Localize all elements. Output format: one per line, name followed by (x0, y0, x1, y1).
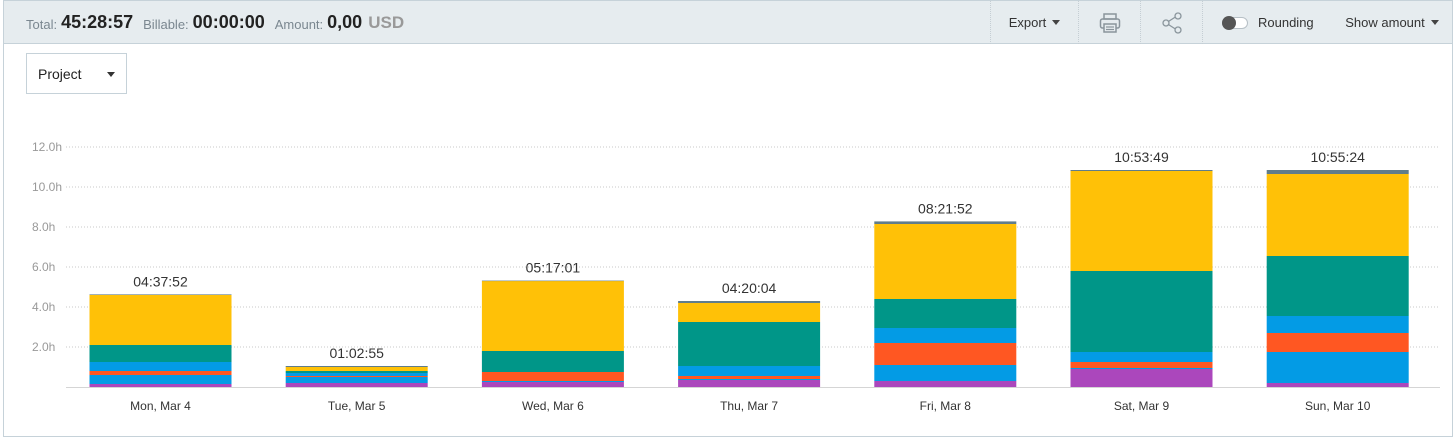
bar-segment (481, 280, 624, 282)
bar-total-label: 01:02:55 (329, 345, 384, 361)
bar-segment (678, 301, 821, 303)
bar-segment (874, 328, 1017, 343)
bar-segment (1266, 170, 1409, 174)
x-tick-label: Thu, Mar 7 (720, 399, 778, 413)
toolbar-divider (1140, 1, 1141, 44)
bar-segment (285, 371, 428, 373)
chevron-down-icon (107, 72, 115, 77)
share-icon (1161, 11, 1182, 34)
bar-segment (1070, 352, 1213, 362)
report-panel: Total: 45:28:57 Billable: 00:00:00 Amoun… (3, 0, 1453, 437)
billable-value: 00:00:00 (192, 12, 265, 32)
rounding-toggle[interactable]: Rounding (1222, 1, 1332, 44)
toggle-switch-icon (1222, 15, 1248, 30)
bar-segment (285, 366, 428, 367)
bar-segment (1070, 369, 1213, 387)
y-tick-label: 8.0h (32, 220, 55, 234)
bar-total-label: 08:21:52 (918, 200, 973, 216)
bar-segment (1070, 362, 1213, 368)
bar-total-label: 10:53:49 (1114, 149, 1169, 165)
chevron-down-icon (1052, 20, 1061, 25)
bar-segment (874, 224, 1017, 299)
x-tick-label: Tue, Mar 5 (328, 399, 386, 413)
bar-segment (1070, 170, 1213, 171)
toolbar-divider (1202, 1, 1203, 44)
bar-segment (285, 376, 428, 377)
y-tick-label: 2.0h (32, 340, 55, 354)
bar-segment (89, 345, 232, 362)
chevron-down-icon (1430, 20, 1439, 25)
summary-toolbar: Total: 45:28:57 Billable: 00:00:00 Amoun… (4, 1, 1452, 44)
show-amount-label: Show amount (1345, 15, 1425, 30)
total-label: Total: (26, 17, 58, 32)
bar-segment (1070, 171, 1213, 271)
amount-value: 0,00 (327, 12, 363, 32)
bar-segment (481, 381, 624, 382)
bar-segment (678, 303, 821, 322)
bar-segment (1266, 256, 1409, 316)
bar-segment (481, 372, 624, 381)
bar-total-label: 10:55:24 (1310, 149, 1365, 165)
printer-icon (1099, 12, 1120, 33)
bar-segment (89, 294, 232, 295)
group-by-value: Project (38, 65, 82, 82)
bar-segment (89, 295, 232, 345)
bar-segment (678, 376, 821, 379)
x-tick-label: Sun, Mar 10 (1305, 399, 1371, 413)
bar-segment (285, 377, 428, 383)
x-tick-label: Mon, Mar 4 (130, 399, 191, 413)
bar-segment (1266, 383, 1409, 387)
group-by-dropdown[interactable]: Project (26, 53, 127, 94)
x-tick-label: Sat, Mar 9 (1114, 399, 1170, 413)
bar-segment (1266, 174, 1409, 256)
export-label: Export (1008, 15, 1047, 30)
export-button[interactable]: Export (991, 1, 1078, 44)
bar-segment (874, 381, 1017, 387)
total-value: 45:28:57 (61, 12, 134, 32)
bar-segment (874, 365, 1017, 381)
bar-segment (678, 380, 821, 387)
bar-segment (481, 281, 624, 351)
share-button[interactable] (1141, 1, 1202, 44)
bar-segment (89, 375, 232, 384)
bar-segment (1266, 316, 1409, 333)
bar-segment (481, 351, 624, 372)
bar-segment (89, 362, 232, 371)
amount-label: Amount: (274, 17, 324, 32)
y-tick-label: 4.0h (32, 300, 55, 314)
bar-segment (678, 322, 821, 366)
bar-total-label: 04:37:52 (133, 273, 188, 289)
bar-segment (874, 343, 1017, 365)
print-button[interactable] (1079, 1, 1140, 44)
x-tick-label: Wed, Mar 6 (522, 399, 584, 413)
bar-segment (1266, 333, 1409, 352)
bar-segment (678, 366, 821, 376)
toolbar-divider (990, 1, 991, 44)
daily-hours-chart: 2.0h 4.0h 6.0h 8.0h 10.0h 12.0h 04:37:52 Mon, M… (32, 140, 1440, 413)
bar-segment (678, 379, 821, 380)
y-tick-label: 12.0h (32, 140, 62, 154)
bar-segment (874, 299, 1017, 328)
rounding-label: Rounding (1258, 15, 1314, 30)
bar-total-label: 04:20:04 (722, 280, 777, 296)
bar-segment (89, 371, 232, 375)
toolbar-divider (1078, 1, 1079, 44)
x-tick-label: Fri, Mar 8 (920, 399, 972, 413)
bar-segment (285, 373, 428, 376)
bar-total-label: 05:17:01 (526, 260, 581, 276)
bar-segment (1070, 271, 1213, 352)
y-tick-label: 6.0h (32, 260, 55, 274)
totals-summary: Total: 45:28:57 Billable: 00:00:00 Amoun… (26, 1, 404, 44)
show-amount-dropdown[interactable]: Show amount (1342, 1, 1442, 44)
bar-segment (89, 384, 232, 387)
bar-segment (285, 383, 428, 387)
bar-segment (874, 221, 1017, 224)
bar-segment (1070, 368, 1213, 369)
bar-segment (1266, 352, 1409, 383)
bar-segment (481, 382, 624, 387)
amount-currency: USD (368, 12, 405, 32)
bar-segment (285, 367, 428, 371)
y-tick-label: 10.0h (32, 180, 62, 194)
billable-label: Billable: (143, 17, 189, 32)
